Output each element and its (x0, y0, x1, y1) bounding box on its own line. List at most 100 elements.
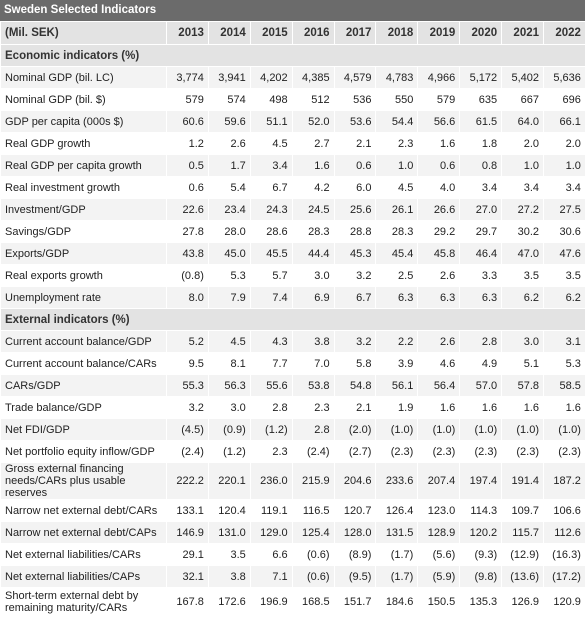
table-row: Trade balance/GDP 3.2 3.0 2.8 2.3 2.1 1.9 1.6 1.… (0, 396, 585, 419)
value-cell: 27.0 (459, 198, 503, 221)
year-header: 2021 (501, 21, 545, 45)
value-cell: (9.8) (459, 565, 503, 588)
value-cell: 30.2 (501, 220, 545, 243)
value-cell: (9.3) (459, 543, 503, 566)
value-cell: 2.8 (291, 418, 335, 441)
value-cell: 135.3 (459, 587, 503, 617)
value-cell: (2.4) (166, 440, 209, 463)
value-cell: 4,385 (291, 66, 335, 89)
value-cell: (1.0) (459, 418, 503, 441)
value-cell: 114.3 (459, 499, 503, 522)
year-header: 2022 (543, 21, 585, 45)
value-cell: 1.6 (501, 396, 545, 419)
value-cell: 3.9 (375, 352, 419, 375)
value-cell: 109.7 (501, 499, 545, 522)
section-title: External indicators (%) (0, 308, 585, 331)
value-cell: 54.4 (375, 110, 419, 133)
section-header-row: External indicators (%) (0, 308, 585, 331)
value-cell: 45.5 (249, 242, 293, 265)
value-cell: (1.0) (543, 418, 585, 441)
value-cell: 45.8 (417, 242, 461, 265)
value-cell: 6.6 (249, 543, 293, 566)
value-cell: 5,172 (459, 66, 503, 89)
value-cell: (2.0) (333, 418, 377, 441)
value-cell: 2.1 (333, 132, 377, 155)
value-cell: 56.4 (417, 374, 461, 397)
value-cell: 22.6 (166, 198, 209, 221)
value-cell: 120.7 (333, 499, 377, 522)
row-label: Nominal GDP (bil. $) (0, 88, 167, 111)
row-label: Net FDI/GDP (0, 418, 167, 441)
table-body: Economic indicators (%) Nominal GDP (bil.… (0, 44, 585, 617)
value-cell: 3.5 (501, 264, 545, 287)
value-cell: 133.1 (166, 499, 209, 522)
value-cell: 1.9 (375, 396, 419, 419)
section-title: Economic indicators (%) (0, 44, 585, 67)
year-header: 2015 (249, 21, 293, 45)
value-cell: (8.9) (333, 543, 377, 566)
row-label: Nominal GDP (bil. LC) (0, 66, 167, 89)
table-row: Net FDI/GDP (4.5) (0.9) (1.2) 2.8 (2.0) (1.0)(… (0, 418, 585, 441)
value-cell: 4,579 (333, 66, 377, 89)
value-cell: 3.4 (459, 176, 503, 199)
value-cell: (1.7) (375, 543, 419, 566)
table-row: Real investment growth 0.6 5.4 6.7 4.2 6.0 4.5… (0, 176, 585, 199)
value-cell: (1.2) (207, 440, 251, 463)
row-label: GDP per capita (000s $) (0, 110, 167, 133)
value-cell: 28.8 (333, 220, 377, 243)
value-cell: 536 (333, 88, 377, 111)
year-header: 2014 (207, 21, 251, 45)
value-cell: 635 (459, 88, 503, 111)
value-cell: 2.0 (501, 132, 545, 155)
value-cell: 126.4 (375, 499, 419, 522)
value-cell: 2.3 (291, 396, 335, 419)
value-cell: 5.3 (543, 352, 585, 375)
value-cell: 1.7 (207, 154, 251, 177)
value-cell: 128.0 (333, 521, 377, 544)
table-row: Savings/GDP 27.8 28.0 28.6 28.3 28.8 28.3 29.2 2… (0, 220, 585, 243)
value-cell: 56.1 (375, 374, 419, 397)
value-cell: 191.4 (501, 462, 545, 500)
value-cell: 28.3 (291, 220, 335, 243)
row-label: Investment/GDP (0, 198, 167, 221)
value-cell: 116.5 (291, 499, 335, 522)
value-cell: 3.5 (543, 264, 585, 287)
value-cell: 1.0 (543, 154, 585, 177)
value-cell: 29.1 (166, 543, 209, 566)
value-cell: 47.0 (501, 242, 545, 265)
value-cell: 1.8 (459, 132, 503, 155)
value-cell: 52.0 (291, 110, 335, 133)
value-cell: (2.3) (417, 440, 461, 463)
value-cell: 6.2 (543, 286, 585, 309)
value-cell: 28.6 (249, 220, 293, 243)
value-cell: 4.2 (291, 176, 335, 199)
value-cell: 2.5 (375, 264, 419, 287)
value-cell: 0.5 (166, 154, 209, 177)
value-cell: (2.3) (543, 440, 585, 463)
value-cell: 53.8 (291, 374, 335, 397)
table-row: GDP per capita (000s $) 60.6 59.6 51.1 52.0 5… (0, 110, 585, 133)
value-cell: (1.7) (375, 565, 419, 588)
value-cell: 2.7 (291, 132, 335, 155)
value-cell: 512 (291, 88, 335, 111)
year-header: 2019 (417, 21, 461, 45)
value-cell: 131.0 (207, 521, 251, 544)
value-cell: 57.8 (501, 374, 545, 397)
value-cell: 4.5 (375, 176, 419, 199)
value-cell: 9.5 (166, 352, 209, 375)
row-label: Narrow net external debt/CARs (0, 499, 167, 522)
row-label: Real GDP per capita growth (0, 154, 167, 177)
row-label: Savings/GDP (0, 220, 167, 243)
value-cell: 53.6 (333, 110, 377, 133)
value-cell: 44.4 (291, 242, 335, 265)
value-cell: 5.1 (501, 352, 545, 375)
value-cell: 126.9 (501, 587, 545, 617)
row-label: Real exports growth (0, 264, 167, 287)
value-cell: (2.4) (291, 440, 335, 463)
year-header: 2016 (291, 21, 335, 45)
value-cell: 3.2 (166, 396, 209, 419)
value-cell: 57.0 (459, 374, 503, 397)
value-cell: 5,636 (543, 66, 585, 89)
value-cell: 131.5 (375, 521, 419, 544)
table-row: Real GDP per capita growth 0.5 1.7 3.4 1.6 0.… (0, 154, 585, 177)
